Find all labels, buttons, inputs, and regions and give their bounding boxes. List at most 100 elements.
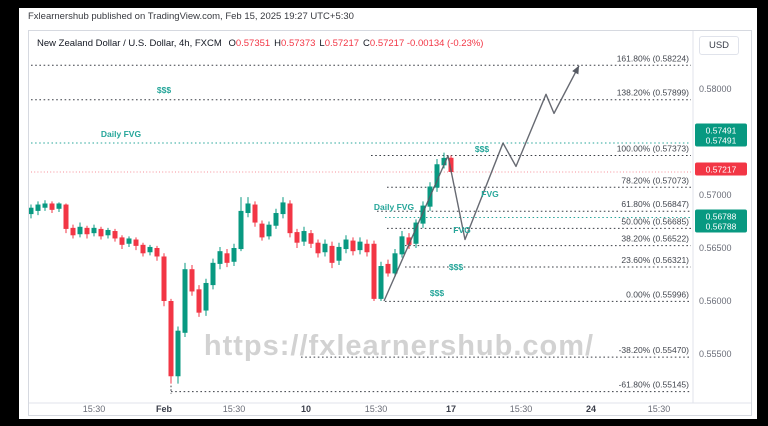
price-axis-tick: 0.57000: [699, 190, 732, 200]
price-badge-value: 0.57491: [706, 126, 737, 136]
annotation-label: FVG: [481, 189, 499, 199]
legend-ohlc-values: O0.57351 H0.57373 L0.57217 C0.57217 -0.0013…: [224, 38, 483, 49]
candle-body: [238, 210, 244, 250]
candle-body: [133, 239, 139, 246]
legend-ohlc-key: O: [228, 38, 236, 49]
candle-body: [315, 242, 321, 254]
price-badge: [695, 162, 747, 176]
candle-body: [189, 269, 195, 292]
candle-body: [364, 243, 370, 253]
candle-body: [392, 253, 398, 274]
time-axis-tick: Feb: [156, 404, 173, 414]
candle-body: [56, 203, 62, 209]
time-axis-tick: 15:30: [83, 404, 106, 414]
candle-body: [336, 246, 342, 261]
fib-level-label: 0.00% (0.55996): [626, 289, 689, 299]
candle-body: [420, 205, 426, 224]
candle-body: [357, 241, 363, 251]
price-axis-tick: 0.58000: [699, 84, 732, 94]
currency-toggle-button[interactable]: USD: [699, 36, 739, 55]
time-axis-tick: 10: [301, 404, 311, 414]
candle-body: [378, 266, 384, 299]
chart-legend[interactable]: New Zealand Dollar / U.S. Dollar, 4h, FX…: [37, 38, 483, 49]
fib-level-label: 100.00% (0.57373): [617, 143, 689, 153]
candle-body: [280, 202, 286, 215]
candle-body: [105, 229, 111, 236]
candle-body: [301, 231, 307, 242]
annotation-label: $$$: [157, 85, 171, 95]
candle-body: [126, 238, 132, 244]
annotation-label: $$$: [449, 262, 463, 272]
price-badge-value: 0.56788: [706, 222, 737, 232]
candle-body: [287, 203, 293, 234]
candle-body: [35, 204, 41, 211]
publish-attribution: Fxlearnershub published on TradingView.c…: [28, 11, 354, 22]
candle-body: [182, 269, 188, 333]
price-badge-value: 0.56788: [706, 212, 737, 222]
candle-body: [217, 251, 223, 264]
fib-level-label: 138.20% (0.57899): [617, 88, 689, 98]
candle-body: [245, 203, 251, 214]
legend-ohlc-key: L: [319, 38, 325, 49]
candle-body: [168, 301, 174, 377]
candle-body: [49, 203, 55, 210]
fib-level-label: -38.20% (0.55470): [619, 345, 690, 355]
candle-body: [329, 245, 335, 263]
candle-body: [371, 243, 377, 299]
price-axis-tick: 0.56500: [699, 243, 732, 253]
price-badge: [695, 133, 747, 147]
candle-body: [91, 227, 97, 234]
candle-body: [448, 157, 454, 172]
candle-body: [322, 243, 328, 253]
fib-level-label: 50.00% (0.56685): [621, 216, 689, 226]
candle-body: [29, 207, 34, 215]
candle-body: [406, 237, 412, 245]
annotation-label: FVG: [453, 225, 471, 235]
legend-change: -0.00134 (-0.23%): [404, 38, 484, 49]
candle-body: [119, 237, 125, 245]
price-badge-value: 0.57491: [706, 136, 737, 146]
candle-body: [224, 253, 230, 263]
candle-body: [175, 330, 181, 377]
candle-body: [259, 223, 265, 238]
time-axis-tick: 24: [586, 404, 596, 414]
time-axis-tick: 15:30: [648, 404, 671, 414]
candle-body: [294, 232, 300, 243]
candle-body: [70, 227, 76, 236]
price-badge: [695, 123, 747, 137]
candle-body: [98, 228, 104, 237]
symbol-title: New Zealand Dollar / U.S. Dollar, 4h, FX…: [37, 38, 222, 49]
candle-body: [196, 289, 202, 313]
candle-body: [147, 246, 153, 253]
price-axis-tick: 0.56000: [699, 296, 732, 306]
candle-body: [42, 203, 48, 208]
candle-body: [308, 233, 314, 244]
candle-body: [154, 248, 160, 257]
annotation-label: $$$: [430, 288, 444, 298]
screenshot-page: Fxlearnershub published on TradingView.c…: [19, 8, 757, 419]
chart-plot-canvas[interactable]: 161.80% (0.58224)138.20% (0.57899)100.00…: [29, 31, 751, 415]
fib-level-label: 161.80% (0.58224): [617, 53, 689, 63]
legend-ohlc-value: 0.57373: [281, 38, 316, 49]
price-badge-value: 0.57217: [706, 165, 737, 175]
legend-ohlc-value: 0.57351: [235, 38, 271, 49]
candle-body: [441, 157, 447, 166]
candle-body: [231, 248, 237, 262]
candle-body: [84, 227, 90, 235]
price-badge: [695, 219, 747, 233]
projection-path: [383, 65, 580, 302]
legend-ohlc-value: 0.57217: [369, 38, 405, 49]
price-badge: [695, 209, 747, 223]
time-axis-tick: 15:30: [365, 404, 388, 414]
candle-body: [413, 222, 419, 244]
chart-card: New Zealand Dollar / U.S. Dollar, 4h, FX…: [28, 30, 752, 416]
projection-arrowhead-icon: [572, 65, 579, 75]
annotation-label: $$$: [475, 144, 489, 154]
candle-body: [210, 262, 216, 286]
legend-ohlc-value: 0.57217: [324, 38, 360, 49]
candle-body: [350, 240, 356, 252]
annotation-label: Daily FVG: [101, 129, 142, 139]
candle-body: [343, 239, 349, 250]
candle-body: [161, 256, 167, 301]
candle-body: [112, 231, 118, 239]
